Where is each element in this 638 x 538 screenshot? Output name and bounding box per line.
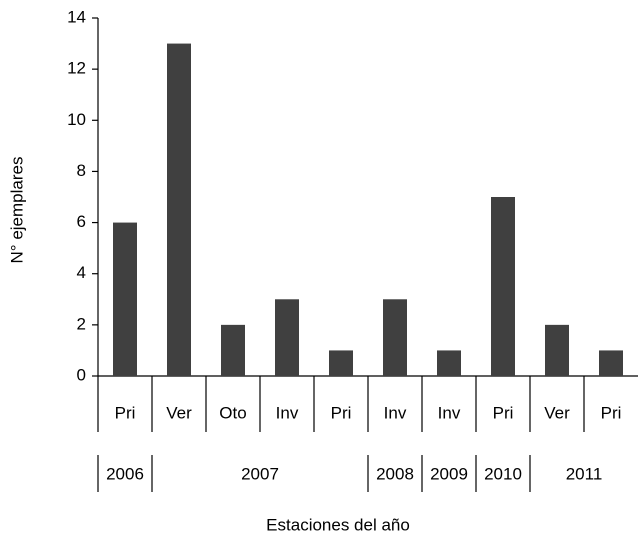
y-axis-label: N° ejemplares — [7, 157, 26, 264]
group-label: 2007 — [241, 464, 279, 483]
x-tick-label: Pri — [493, 403, 514, 422]
y-tick-label: 2 — [77, 314, 86, 333]
group-label: 2006 — [106, 464, 144, 483]
bar — [329, 350, 353, 376]
y-tick-label: 12 — [67, 59, 86, 78]
x-tick-label: Ver — [166, 403, 192, 422]
group-label: 2008 — [376, 464, 414, 483]
y-tick-label: 14 — [67, 7, 86, 26]
bar — [113, 222, 137, 376]
x-tick-label: Pri — [331, 403, 352, 422]
x-tick-label: Inv — [384, 403, 407, 422]
y-tick-label: 6 — [77, 212, 86, 231]
bar — [275, 299, 299, 376]
y-tick-label: 8 — [77, 161, 86, 180]
y-tick-label: 10 — [67, 110, 86, 129]
bar — [545, 324, 569, 376]
group-label: 2009 — [430, 464, 468, 483]
group-label: 2011 — [566, 464, 603, 483]
bar — [491, 197, 515, 376]
y-tick-label: 0 — [77, 365, 86, 384]
x-axis-label: Estaciones del año — [266, 515, 410, 534]
group-label: 2010 — [484, 464, 522, 483]
bar — [167, 43, 191, 376]
bar — [437, 350, 461, 376]
y-tick-label: 4 — [77, 263, 86, 282]
x-tick-label: Inv — [276, 403, 299, 422]
x-tick-label: Pri — [601, 403, 622, 422]
x-tick-label: Pri — [115, 403, 136, 422]
x-tick-label: Ver — [544, 403, 570, 422]
bar — [383, 299, 407, 376]
bar — [221, 324, 245, 376]
x-tick-label: Oto — [219, 403, 246, 422]
bar — [599, 350, 623, 376]
x-tick-label: Inv — [438, 403, 461, 422]
